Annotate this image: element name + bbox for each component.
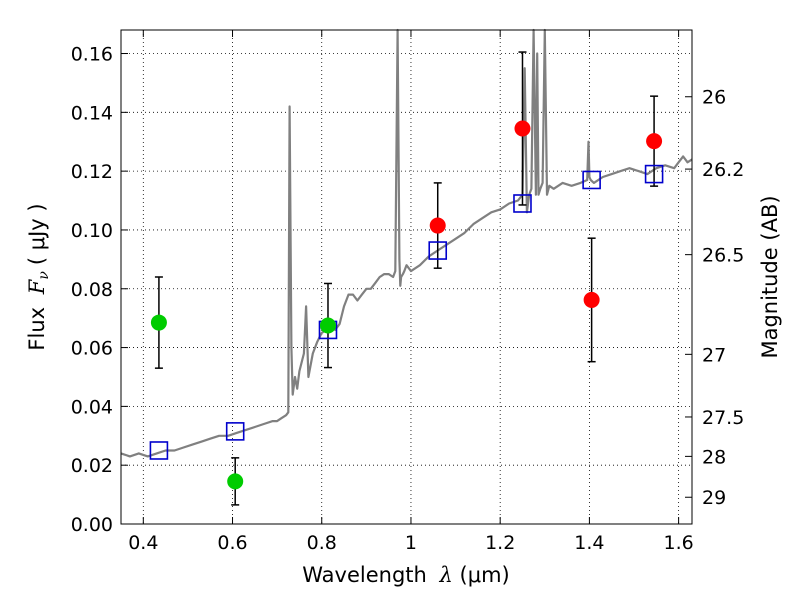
x-tick-label: 1.2 <box>485 532 515 554</box>
y-tick-label: 0.16 <box>71 44 113 66</box>
plot-frame <box>120 29 693 525</box>
y2-tick-label: 27 <box>702 344 726 366</box>
data-point <box>646 133 663 150</box>
y2-tick-label: 26.2 <box>702 159 744 181</box>
y2-tick-label: 27.5 <box>702 407 744 429</box>
y-tick-label: 0.12 <box>71 161 113 183</box>
x-tick-label: 1.4 <box>574 532 604 554</box>
y-tick-label: 0.06 <box>71 338 113 360</box>
y-tick-label: 0.10 <box>71 220 113 242</box>
y-tick-label: 0.00 <box>71 514 113 536</box>
model-point <box>149 441 169 460</box>
y2-tick-label: 29 <box>702 487 726 509</box>
marker-layer <box>149 51 664 506</box>
tick-layer: 0.4 0.6 0.8 1 1.2 1.4 1.6 0.00 0.02 0.04 0.06 0.08 0… <box>71 30 744 554</box>
y2-tick-label: 28 <box>702 446 726 468</box>
model-point <box>428 241 448 260</box>
data-point <box>583 291 600 308</box>
model-point <box>225 422 245 441</box>
data-point <box>227 473 244 490</box>
y-tick-label: 0.04 <box>71 396 113 418</box>
model-point <box>582 170 601 190</box>
x-tick-label: 1 <box>405 532 417 554</box>
model-point <box>644 164 664 184</box>
data-point <box>514 120 531 137</box>
y-tick-label: 0.08 <box>71 279 113 301</box>
y2-tick-label: 26 <box>702 87 726 109</box>
x-tick-label: 0.4 <box>128 532 158 554</box>
model-point <box>513 194 532 213</box>
x-axis-title: Wavelength λ (μm) <box>302 563 509 587</box>
y-tick-label: 0.14 <box>71 102 113 124</box>
y-axis-title: Flux Fν( μJy ) <box>25 203 52 350</box>
y-tick-label: 0.02 <box>71 455 113 477</box>
data-point <box>429 217 446 234</box>
y2-axis-title: Magnitude (AB) <box>758 195 782 358</box>
spectrum-layer <box>120 28 693 458</box>
spectrum-line <box>120 28 693 458</box>
y2-tick-label: 26.5 <box>702 245 744 267</box>
x-tick-label: 0.8 <box>307 532 337 554</box>
x-tick-label: 0.6 <box>217 532 247 554</box>
grid <box>121 30 692 525</box>
data-point <box>319 317 336 334</box>
x-tick-label: 1.6 <box>664 532 694 554</box>
data-point <box>150 314 167 331</box>
